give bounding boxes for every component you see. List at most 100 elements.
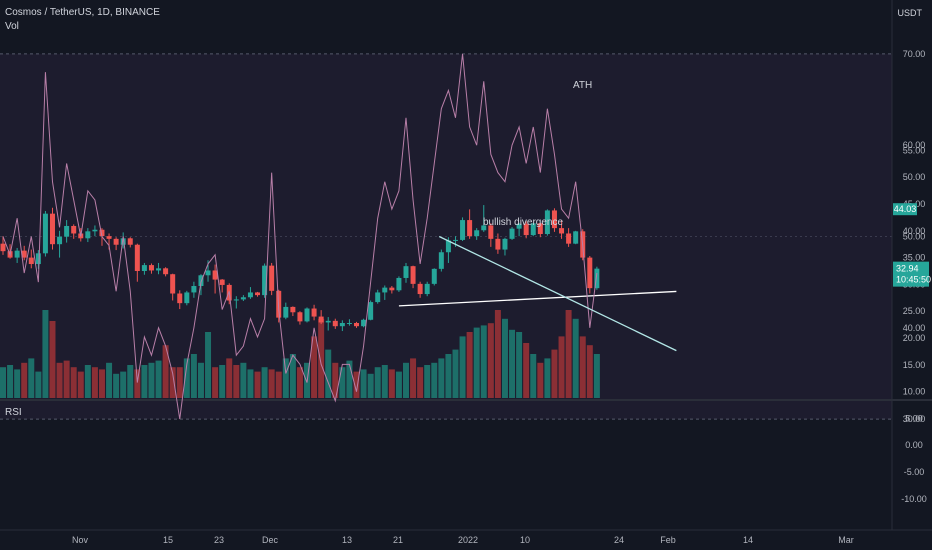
time-tick-label: Dec [262, 535, 279, 545]
price-tick-label: 20.00 [903, 333, 926, 343]
candle-body [283, 306, 289, 318]
time-tick-label: Feb [660, 535, 676, 545]
candle-body [156, 268, 162, 271]
volume-bar [410, 358, 417, 398]
candle-body [219, 279, 225, 285]
candle-body [127, 238, 133, 245]
candle-body [530, 223, 536, 236]
candle-body [163, 268, 169, 275]
candle-body [297, 312, 303, 322]
volume-bar [353, 371, 360, 398]
rsi-tick-label: 60.00 [903, 140, 926, 150]
candle-body [177, 293, 183, 304]
volume-bar [141, 365, 148, 398]
candle-body [389, 287, 395, 291]
rsi-tick-label: 70.00 [903, 49, 926, 59]
candle-body [255, 292, 261, 296]
volume-bar [572, 318, 579, 398]
candle-body [212, 270, 218, 280]
volume-bar [452, 349, 459, 398]
candle-body [141, 265, 147, 271]
volume-bar [35, 371, 42, 398]
candle-body [587, 257, 593, 289]
candle-body [106, 236, 112, 239]
volume-bar [417, 367, 424, 398]
volume-bar [516, 332, 523, 398]
volume-bar [593, 354, 600, 398]
volume-bar [56, 362, 63, 398]
volume-bar [579, 336, 586, 398]
volume-bar [445, 354, 452, 398]
volume-bar [190, 354, 197, 398]
time-tick-label: 23 [214, 535, 224, 545]
candle-body [191, 286, 197, 293]
candle-body [382, 287, 388, 293]
volume-bar [311, 336, 318, 398]
candle-body [361, 319, 367, 327]
candle-body [346, 322, 352, 324]
candle-body [64, 225, 70, 237]
candle-body [205, 270, 211, 276]
rsi-tick-label: 30.00 [903, 414, 926, 424]
candle-body [495, 238, 501, 250]
candle-body [403, 266, 409, 278]
candle-body [318, 316, 324, 323]
candle-body [35, 253, 41, 265]
price-tick-label: 0.00 [905, 440, 923, 450]
volume-bar [480, 325, 487, 398]
candle-body [198, 275, 204, 287]
volume-legend: Vol [5, 21, 19, 32]
volume-bar [424, 365, 431, 398]
volume-bar [169, 367, 176, 398]
candle-body [85, 231, 91, 239]
candle-body [262, 265, 268, 296]
candle-body [339, 322, 345, 327]
volume-bar [360, 369, 367, 398]
volume-bar [176, 367, 183, 398]
candle-body [488, 225, 494, 239]
rsi-divergence-line [438, 235, 677, 352]
volume-bar [98, 369, 105, 398]
price-tick-label: 35.00 [903, 253, 926, 263]
volume-bar [558, 336, 565, 398]
candle-body [566, 233, 572, 244]
rsi-line [2, 53, 598, 420]
volume-bar [388, 369, 395, 398]
volume-bar [509, 329, 516, 398]
last-price-label: 32.94 [896, 264, 919, 274]
price-divergence-line [398, 290, 677, 307]
candle-body [325, 320, 331, 323]
time-tick-label: 2022 [458, 535, 478, 545]
volume-bar [374, 367, 381, 398]
candle-body [509, 228, 515, 239]
volume-bar [127, 365, 134, 398]
volume-bar [42, 310, 49, 398]
candle-body [417, 283, 423, 295]
volume-bar [77, 371, 84, 398]
candle-body [269, 265, 275, 291]
volume-bar [381, 365, 388, 398]
volume-bar [212, 367, 219, 398]
volume-bar [565, 310, 572, 398]
volume-bar [21, 362, 28, 398]
volume-bar [219, 365, 226, 398]
candle-body [170, 274, 176, 294]
price-tick-label: 10.00 [903, 387, 926, 397]
candle-body [502, 238, 508, 250]
volume-bar [28, 358, 35, 398]
time-tick-label: 13 [342, 535, 352, 545]
rsi-legend: RSI [5, 407, 22, 418]
price-tick-label: 55.00 [903, 145, 926, 155]
price-tick-label: -10.00 [901, 494, 927, 504]
candle-body [233, 299, 239, 301]
candle-body [559, 228, 565, 234]
price-tick-label: 50.00 [903, 172, 926, 182]
symbol-title[interactable]: Cosmos / TetherUS, 1D, BINANCE [5, 7, 160, 18]
time-tick-label: Mar [838, 535, 854, 545]
candle-body [247, 292, 253, 298]
volume-bar [197, 362, 204, 398]
candle-body [474, 230, 480, 237]
candle-body [516, 223, 522, 229]
volume-bar [240, 362, 247, 398]
